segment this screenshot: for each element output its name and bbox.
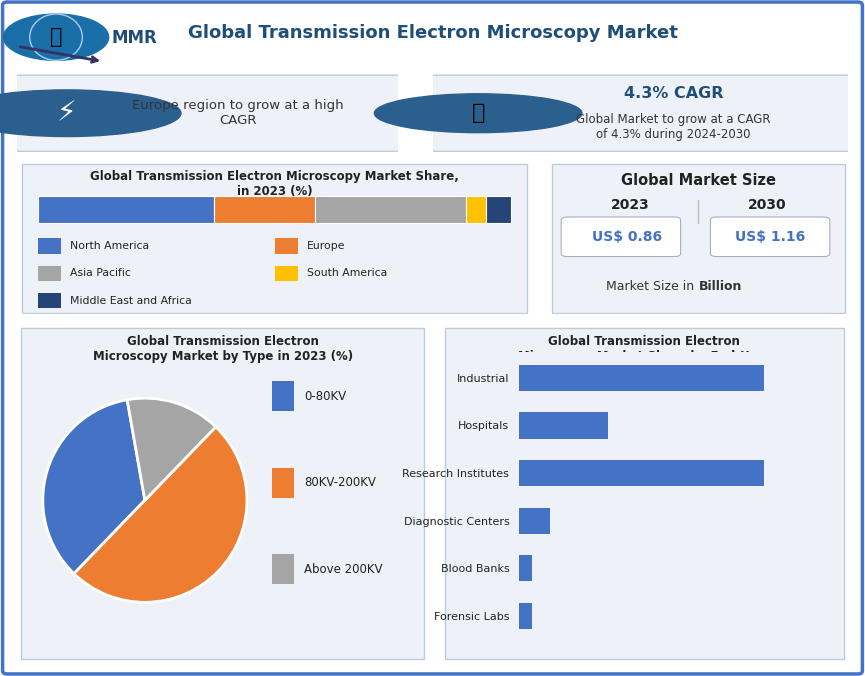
Bar (466, 196, 486, 223)
Bar (272, 468, 294, 498)
Bar (315, 196, 466, 223)
Circle shape (375, 94, 582, 132)
Wedge shape (43, 400, 145, 574)
Text: MMR: MMR (112, 29, 157, 47)
Text: 0-80KV: 0-80KV (304, 389, 346, 403)
Text: 4.3% CAGR: 4.3% CAGR (624, 87, 723, 101)
FancyBboxPatch shape (424, 75, 856, 151)
Bar (272, 554, 294, 584)
Text: Global Transmission Electron Microscopy Market Share,
in 2023 (%): Global Transmission Electron Microscopy … (90, 170, 459, 198)
FancyBboxPatch shape (561, 217, 681, 256)
FancyBboxPatch shape (22, 328, 424, 659)
Text: Global Market Size: Global Market Size (621, 173, 776, 188)
Bar (38, 239, 61, 254)
Bar (519, 508, 550, 534)
FancyBboxPatch shape (10, 75, 406, 151)
Bar (519, 412, 608, 439)
FancyBboxPatch shape (710, 217, 830, 256)
Bar (272, 381, 294, 411)
Text: South America: South America (306, 268, 387, 279)
FancyBboxPatch shape (22, 164, 527, 313)
Text: Global Market to grow at a CAGR
of 4.3% during 2024-2030: Global Market to grow at a CAGR of 4.3% … (576, 113, 771, 141)
Text: 80KV-200KV: 80KV-200KV (304, 476, 375, 489)
Text: Europe: Europe (306, 241, 345, 251)
Bar (519, 365, 764, 391)
Bar (215, 196, 315, 223)
Text: Above 200KV: Above 200KV (304, 562, 382, 576)
FancyBboxPatch shape (445, 328, 843, 659)
Text: Europe region to grow at a high
CAGR: Europe region to grow at a high CAGR (132, 99, 344, 127)
Text: Asia Pacific: Asia Pacific (70, 268, 131, 279)
Text: Middle East and Africa: Middle East and Africa (70, 295, 191, 306)
Bar (519, 460, 764, 486)
Text: Global Transmission Electron Microscopy Market: Global Transmission Electron Microscopy … (188, 24, 677, 42)
Bar (275, 266, 298, 281)
Text: Billion: Billion (699, 281, 742, 293)
Bar (519, 603, 532, 629)
Circle shape (0, 90, 181, 137)
Bar (38, 293, 61, 308)
Wedge shape (127, 398, 215, 500)
Text: ⚡: ⚡ (57, 99, 76, 127)
Text: US$ 0.86: US$ 0.86 (592, 230, 662, 244)
Text: 2030: 2030 (748, 198, 786, 212)
FancyBboxPatch shape (552, 164, 845, 313)
Text: 🌍: 🌍 (50, 27, 62, 47)
Text: North America: North America (70, 241, 149, 251)
Circle shape (3, 14, 109, 60)
Text: Global Transmission Electron
Microscopy Market by Type in 2023 (%): Global Transmission Electron Microscopy … (93, 335, 353, 362)
Text: Market Size in: Market Size in (606, 281, 699, 293)
Bar (38, 266, 61, 281)
Bar (486, 196, 511, 223)
Bar (275, 239, 298, 254)
Text: 2023: 2023 (611, 198, 650, 212)
Text: 🔥: 🔥 (471, 103, 485, 123)
Bar (38, 196, 215, 223)
Text: US$ 1.16: US$ 1.16 (735, 230, 805, 244)
Text: Global Transmission Electron
Microscopy Market Share by End-User
in 2023 (%): Global Transmission Electron Microscopy … (518, 335, 771, 378)
Wedge shape (74, 427, 247, 602)
Bar (519, 555, 532, 581)
